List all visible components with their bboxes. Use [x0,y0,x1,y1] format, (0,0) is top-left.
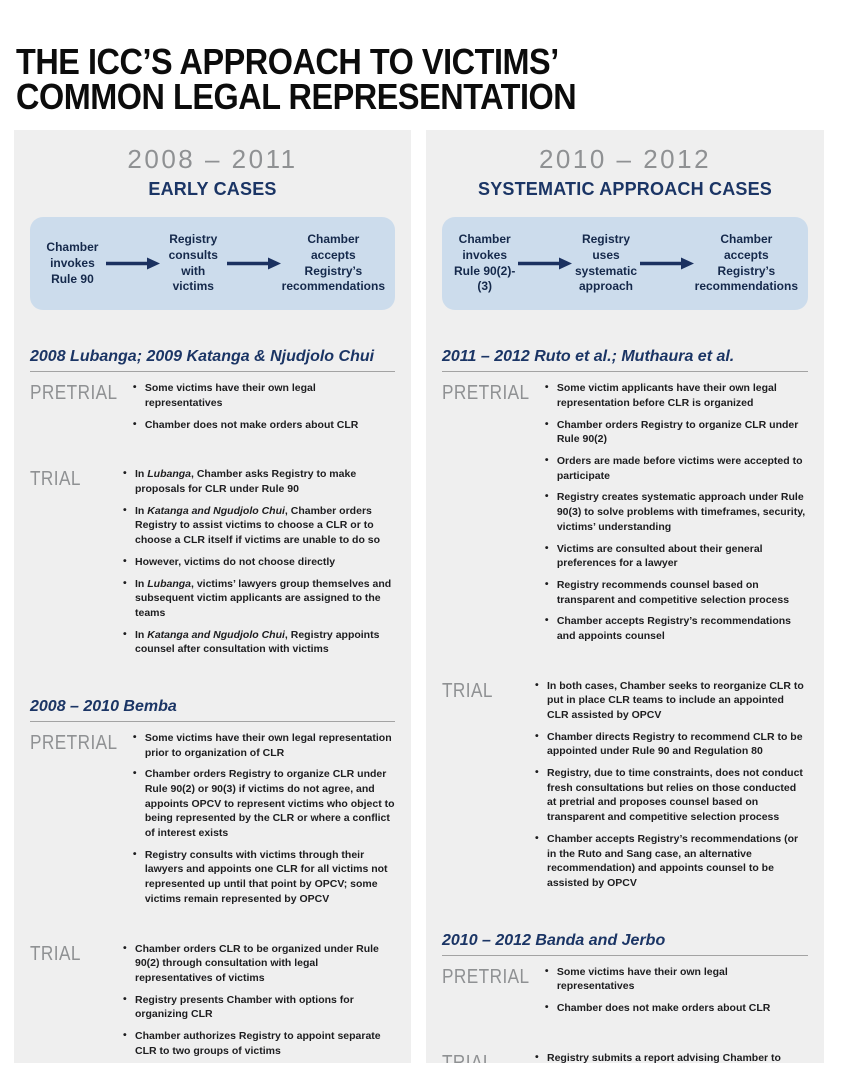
case-section: 2010 – 2012 Banda and Jerbo PRETRIAL Some … [442,932,808,1063]
bullet-list: In both cases, Chamber seeks to reorgani… [534,678,808,898]
column-subtitle: SYSTEMATIC APPROACH CASES [477,179,773,199]
flow-diagram: Chamber invokes Rule 90 Registry consult… [30,217,395,311]
bullet-item: Chamber orders Registry to organize CLR … [132,766,395,840]
bullet-item: Chamber does not make orders about CLR [544,1000,808,1016]
bullet-list: Registry submits a report advising Chamb… [534,1050,808,1063]
phase-row: PRETRIAL Some victims have their own lega… [30,730,395,914]
section-heading: 2008 – 2010 Bemba [30,698,395,722]
bullet-item: Chamber does not make orders about CLR [132,417,395,433]
phase-label: TRIAL [442,1051,493,1063]
flow-step: Chamber accepts Registry’s recommendatio… [281,232,386,294]
bullet-list: Some victims have their own legal repres… [132,380,395,439]
bullet-item: Registry submits a report advising Chamb… [534,1050,808,1063]
phase-row: TRIAL Chamber orders CLR to be organized … [30,940,395,1064]
case-section: 2008 Lubanga; 2009 Katanga & Njudjolo Ch… [30,348,395,664]
case-section: 2011 – 2012 Ruto et al.; Muthaura et al.… [442,348,808,897]
bullet-item: Registry, due to time constraints, does … [534,765,808,825]
arrow-icon [105,257,161,270]
bullet-item: Some victim applicants have their own le… [544,380,808,410]
phase-label: TRIAL [30,942,81,965]
bullet-item: Chamber accepts Registry’s recommendatio… [544,613,808,643]
years-label: 2010 – 2012 [538,144,712,174]
arrow-icon [517,257,573,270]
phase-row: PRETRIAL Some victims have their own lega… [30,380,395,439]
bullet-list: Some victims have their own legal repres… [132,730,395,914]
flow-diagram: Chamber invokes Rule 90(2)-(3) Registry … [442,217,808,311]
phase-row: PRETRIAL Some victims have their own lega… [442,964,808,1023]
bullet-list: In Lubanga, Chamber asks Registry to mak… [122,466,395,664]
phase-label: TRIAL [442,679,493,702]
bullet-list: Some victims have their own legal repres… [544,964,808,1023]
section-heading: 2008 Lubanga; 2009 Katanga & Njudjolo Ch… [30,348,395,373]
bullet-item: Registry recommends counsel based on tra… [544,577,808,607]
bullet-item: Chamber orders Registry to organize CLR … [544,417,808,447]
bullet-item: Victims are consulted about their genera… [544,540,808,571]
bullet-item: Registry consults with victims through t… [132,847,395,907]
phase-label: TRIAL [30,468,81,491]
page-title: THE ICC’S APPROACH TO VICTIMS’ COMMON LE… [16,41,577,118]
bullet-item: Chamber accepts Registry’s recommendatio… [534,831,808,891]
bullet-item: However, victims do not choose directly [122,554,395,570]
bullet-item: Registry presents Chamber with options f… [122,992,395,1022]
phase-label: PRETRIAL [30,382,118,405]
phase-row: TRIAL Registry submits a report advising … [442,1050,808,1063]
bullet-item: Some victims have their own legal repres… [132,380,395,410]
case-section: 2008 – 2010 Bemba PRETRIAL Some victims ha… [30,698,395,1063]
flow-step: Chamber accepts Registry’s recommendatio… [694,232,799,294]
bullet-item: In Lubanga, Chamber asks Registry to mak… [122,466,395,496]
bullet-item: In Lubanga, victims’ lawyers group thems… [122,575,395,621]
bullet-item: Chamber authorizes Registry to appoint s… [122,1028,395,1058]
panel-early-cases: 2008 – 2011 EARLY CASES Chamber invokes … [14,130,411,1063]
case-sections: 2011 – 2012 Ruto et al.; Muthaura et al.… [442,348,808,1063]
section-heading: 2011 – 2012 Ruto et al.; Muthaura et al. [442,348,808,373]
bullet-item: Chamber orders CLR to be organized under… [122,940,395,986]
case-sections: 2008 Lubanga; 2009 Katanga & Njudjolo Ch… [30,348,395,1063]
phase-label: PRETRIAL [442,382,530,405]
flow-step: Registry uses systematic approach [574,232,638,294]
phase-label: PRETRIAL [442,965,530,988]
flow-step: Chamber invokes Rule 90(2)-(3) [453,232,516,294]
phase-row: PRETRIAL Some victim applicants have thei… [442,380,808,650]
bullet-list: Chamber orders CLR to be organized under… [122,940,395,1064]
arrow-icon [226,257,282,270]
bullet-item: Chamber directs Registry to recommend CL… [534,729,808,759]
bullet-list: Some victim applicants have their own le… [544,380,808,650]
years-label: 2008 – 2011 [127,144,298,174]
phase-label: PRETRIAL [30,731,118,754]
flow-step: Chamber invokes Rule 90 [46,239,99,286]
phase-row: TRIAL In Lubanga, Chamber asks Registry t… [30,466,395,664]
panel-systematic-approach-cases: 2010 – 2012 SYSTEMATIC APPROACH CASES Ch… [426,130,824,1063]
bullet-item: In both cases, Chamber seeks to reorgani… [534,678,808,723]
bullet-item: Some victims have their own legal repres… [132,730,395,760]
bullet-item: Registry creates systematic approach und… [544,489,808,534]
flow-step: Registry consults with victims [168,232,218,294]
bullet-item: In Katanga and Ngudjolo Chui, Chamber or… [122,503,395,548]
bullet-item: Some victims have their own legal repres… [544,964,808,994]
bullet-item: Orders are made before victims were acce… [544,453,808,483]
column-subtitle: EARLY CASES [148,179,277,199]
section-heading: 2010 – 2012 Banda and Jerbo [442,932,808,956]
phase-row: TRIAL In both cases, Chamber seeks to reo… [442,678,808,898]
arrow-icon [639,257,695,270]
bullet-item: In Katanga and Ngudjolo Chui, Registry a… [122,627,395,657]
